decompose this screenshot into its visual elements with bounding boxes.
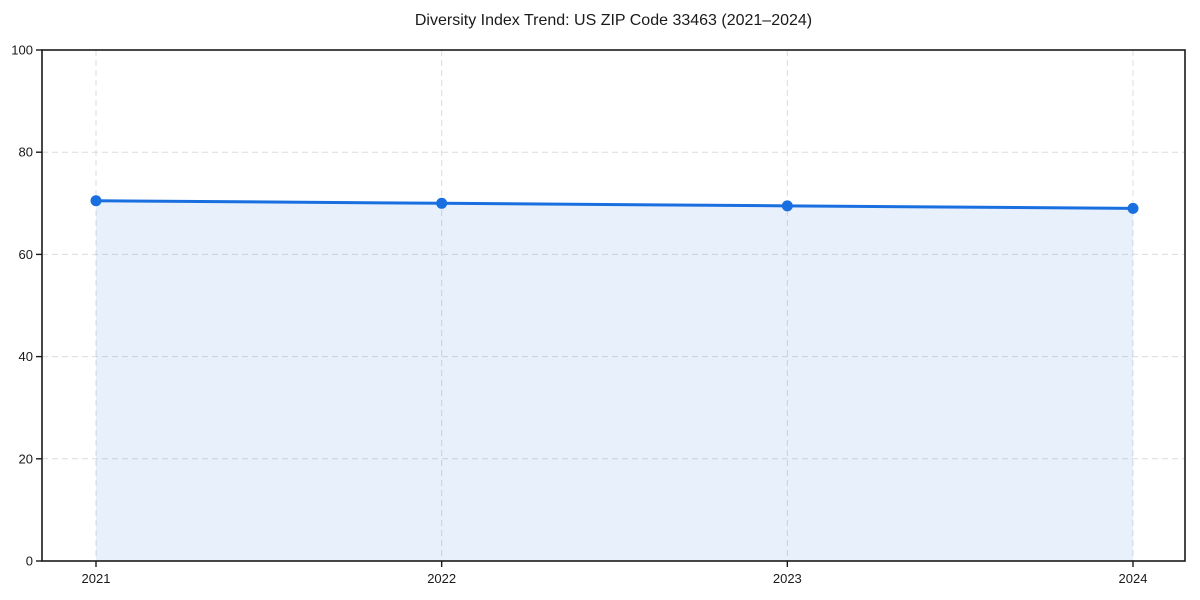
y-tick-label-40: 40 [19,349,33,364]
y-tick-label-80: 80 [19,145,33,160]
y-tick-label-100: 100 [11,43,33,58]
y-tick-label-0: 0 [26,554,33,569]
y-tick-label-20: 20 [19,451,33,466]
x-tick-label-2024: 2024 [1119,571,1148,586]
chart-title: Diversity Index Trend: US ZIP Code 33463… [414,12,813,29]
plot-border [41,49,1186,562]
x-tick-label-2022: 2022 [427,571,456,586]
y-tick-label-60: 60 [19,247,33,262]
data-point-2022 [436,197,448,209]
area-fill [96,200,1133,561]
data-point-2023 [781,200,793,212]
x-tick-label-2023: 2023 [773,571,802,586]
x-tick-label-2021: 2021 [82,571,111,586]
trend-line [94,199,1135,210]
data-point-2021 [90,195,102,207]
data-point-2024 [1127,202,1139,214]
